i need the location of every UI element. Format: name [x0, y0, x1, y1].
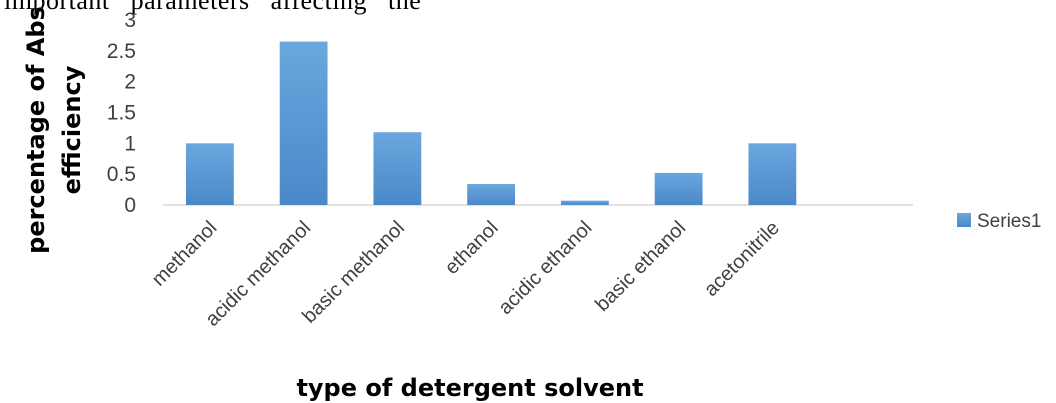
- y-axis-title: percentage of Abs efficiency: [22, 6, 86, 254]
- category-label: methanol: [148, 217, 222, 291]
- bar: [560, 200, 609, 205]
- bar: [279, 41, 328, 206]
- y-tick-labels: 0 0.5 1 1.5 2 2.5 3: [107, 9, 136, 217]
- bar: [654, 172, 703, 205]
- x-axis-title: type of detergent solvent: [296, 374, 643, 402]
- top-text-fragment: important parameters affecting the: [4, 0, 422, 15]
- y-axis-title-line: percentage of Abs: [22, 6, 50, 254]
- category-label: acetonitrile: [700, 217, 784, 301]
- bar: [467, 184, 516, 205]
- category-label: basic ethanol: [591, 217, 690, 316]
- y-tick-label: 0: [124, 194, 136, 217]
- category-label: acidic ethanol: [494, 217, 596, 319]
- category-label: basic methanol: [298, 217, 409, 328]
- y-tick-label: 1.5: [107, 102, 136, 125]
- y-tick-label: 2: [124, 71, 136, 94]
- y-tick-label: 2.5: [107, 40, 136, 63]
- legend-swatch: [957, 213, 971, 227]
- legend: Series1: [957, 211, 1041, 232]
- legend-label-series1: Series1: [977, 211, 1041, 232]
- y-tick-label: 3: [124, 9, 136, 32]
- y-tick-label: 1: [124, 132, 136, 155]
- bar: [748, 143, 797, 205]
- bars: [185, 41, 797, 206]
- bar: [185, 143, 234, 205]
- y-tick-label: 0.5: [107, 163, 136, 186]
- y-axis-title-line: efficiency: [58, 65, 86, 194]
- bar: [373, 132, 422, 205]
- category-label: ethanol: [441, 217, 503, 279]
